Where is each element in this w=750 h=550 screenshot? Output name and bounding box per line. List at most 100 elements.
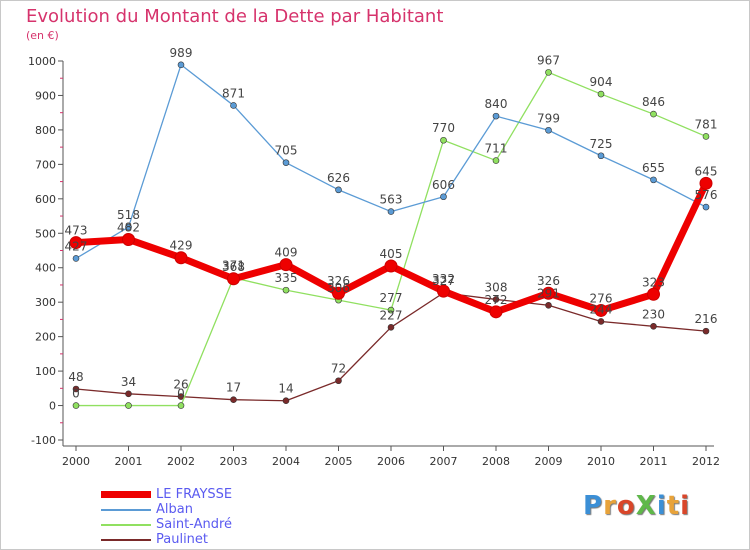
x-tick-label: 2007 xyxy=(430,455,458,468)
data-label: 230 xyxy=(642,307,665,321)
data-label: 427 xyxy=(65,239,88,253)
data-point xyxy=(594,303,608,317)
data-label: 48 xyxy=(68,370,83,384)
data-point xyxy=(230,396,237,403)
y-tick-label: 0 xyxy=(49,400,56,413)
data-label: 371 xyxy=(222,259,245,273)
data-point xyxy=(597,90,605,98)
data-label: 781 xyxy=(695,117,718,131)
data-label: 645 xyxy=(695,164,718,178)
data-point xyxy=(702,133,710,140)
data-point xyxy=(545,301,552,309)
data-label: 606 xyxy=(432,178,455,192)
data-point xyxy=(230,102,237,109)
series-line-alban xyxy=(75,64,707,260)
data-point xyxy=(437,284,450,298)
data-point xyxy=(72,385,80,393)
data-label: 409 xyxy=(275,246,298,260)
x-tick-label: 2002 xyxy=(167,455,195,468)
data-label: 26 xyxy=(173,378,188,392)
data-point xyxy=(335,186,342,194)
data-point xyxy=(545,69,552,76)
data-label: 327 xyxy=(432,274,455,288)
y-tick-label: 900 xyxy=(35,89,56,102)
data-point xyxy=(699,176,713,190)
y-tick-label: 500 xyxy=(35,227,56,240)
data-point xyxy=(282,159,290,166)
y-tick-label: 700 xyxy=(35,158,56,171)
data-point xyxy=(177,402,185,409)
data-point xyxy=(650,176,657,184)
data-label: 291 xyxy=(537,286,560,300)
data-label: 770 xyxy=(432,121,455,135)
data-point xyxy=(69,236,83,250)
x-tick-label: 2003 xyxy=(220,455,248,468)
data-label: 989 xyxy=(170,46,193,60)
legend-swatch xyxy=(101,539,151,541)
y-tick-label: 1000 xyxy=(28,55,56,68)
data-label: 332 xyxy=(432,272,455,286)
x-tick-label: 2004 xyxy=(272,455,300,468)
data-point xyxy=(545,126,552,134)
data-point xyxy=(174,251,188,265)
data-label: 227 xyxy=(380,308,403,322)
data-label: 272 xyxy=(485,293,508,307)
data-point xyxy=(597,318,605,325)
data-point xyxy=(387,306,395,314)
y-tick-label: 200 xyxy=(35,331,56,344)
data-point xyxy=(282,286,290,294)
data-point xyxy=(332,286,345,300)
data-label: 799 xyxy=(537,111,560,125)
data-point xyxy=(282,397,290,405)
data-point xyxy=(122,232,135,246)
data-label: 705 xyxy=(275,144,298,158)
legend-label: Alban xyxy=(156,502,193,517)
data-label: 846 xyxy=(642,95,665,109)
data-point xyxy=(72,255,80,262)
data-label: 216 xyxy=(695,312,718,326)
data-point xyxy=(440,193,447,201)
x-tick-label: 2008 xyxy=(482,455,510,468)
data-point xyxy=(177,61,185,69)
data-label: 277 xyxy=(380,291,403,305)
data-label: 326 xyxy=(327,274,350,288)
x-tick-label: 2012 xyxy=(692,455,720,468)
data-label: 482 xyxy=(117,220,140,234)
legend-swatch xyxy=(101,524,151,526)
y-tick-label: 400 xyxy=(35,262,56,275)
chart-unit-label: (en €) xyxy=(26,29,59,42)
y-tick-label: -100 xyxy=(31,434,56,447)
y-tick-label: 800 xyxy=(35,124,56,137)
data-point xyxy=(335,377,342,385)
legend-swatch xyxy=(101,491,151,498)
data-label: 335 xyxy=(275,271,298,285)
data-label: 14 xyxy=(278,382,293,396)
x-tick-label: 2011 xyxy=(640,455,668,468)
data-label: 429 xyxy=(170,239,193,253)
data-label: 655 xyxy=(642,161,665,175)
data-point xyxy=(542,286,555,300)
data-point xyxy=(440,136,447,144)
data-point xyxy=(702,327,710,335)
data-point xyxy=(492,296,500,303)
data-point xyxy=(125,390,132,398)
data-label: 840 xyxy=(485,97,508,111)
data-label: 323 xyxy=(642,275,665,289)
x-tick-label: 2006 xyxy=(377,455,405,468)
x-tick-label: 2009 xyxy=(535,455,563,468)
data-point xyxy=(384,259,398,273)
data-point xyxy=(387,324,395,331)
data-point xyxy=(125,223,132,231)
legend-swatch xyxy=(101,509,151,511)
x-tick-label: 2001 xyxy=(115,455,143,468)
data-label: 72 xyxy=(331,362,346,376)
data-label: 0 xyxy=(177,387,185,401)
data-point xyxy=(597,152,605,160)
x-tick-label: 2000 xyxy=(62,455,90,468)
data-label: 711 xyxy=(485,142,508,156)
data-label: 626 xyxy=(327,171,350,185)
data-label: 308 xyxy=(485,280,508,294)
data-label: 725 xyxy=(590,137,613,151)
